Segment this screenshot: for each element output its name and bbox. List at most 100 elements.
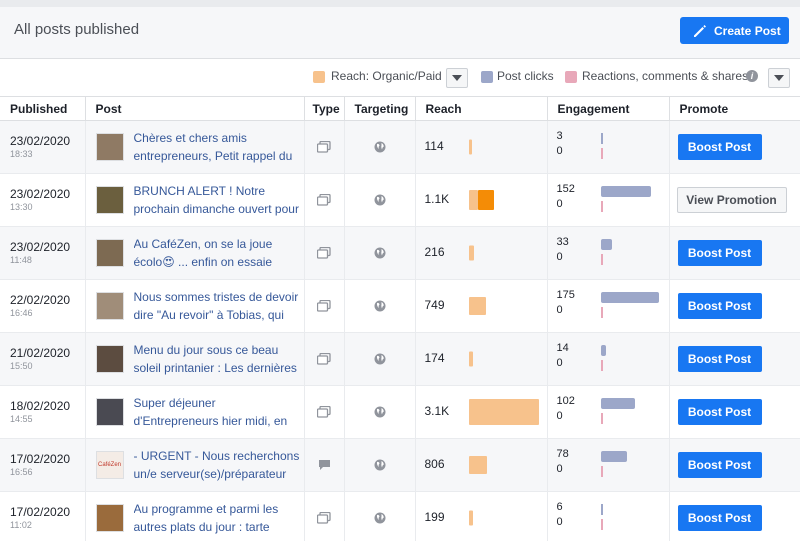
targeting-cell	[344, 332, 416, 386]
reach-cell: 199	[415, 491, 548, 541]
pencil-icon	[694, 24, 706, 37]
reactions-value: 0	[556, 304, 563, 316]
globe-icon	[374, 194, 385, 206]
reactions-bar	[600, 307, 603, 318]
reach-organic-bar	[468, 510, 473, 526]
targeting-cell	[344, 385, 416, 439]
post-link[interactable]: Menu du jour sous ce beau soleil printan…	[133, 343, 297, 375]
post-thumbnail[interactable]	[95, 292, 124, 320]
type-cell	[304, 279, 345, 333]
info-icon[interactable]: i	[746, 70, 758, 82]
reach-organic-bar	[468, 190, 478, 210]
post-link[interactable]: BRUNCH ALERT ! Notre prochain dimanche o…	[133, 184, 299, 216]
targeting-cell	[344, 491, 416, 541]
column-header-post[interactable]: Post	[85, 96, 305, 121]
reactions-value: 0	[556, 357, 563, 369]
post-cell: BRUNCH ALERT ! Notre prochain dimanche o…	[85, 173, 305, 227]
post-clicks-value: 102	[556, 395, 575, 407]
view-promotion-button[interactable]: View Promotion	[676, 187, 787, 213]
engagement-cell: 102 0	[547, 385, 670, 439]
reactions-value: 0	[556, 145, 563, 157]
reach-organic-bar	[468, 139, 472, 155]
post-thumbnail[interactable]	[95, 398, 124, 426]
reactions-value: 0	[556, 251, 563, 263]
published-cell: 23/02/2020 13:30	[0, 173, 86, 227]
post-clicks-value: 33	[556, 236, 569, 248]
post-thumbnail[interactable]	[95, 239, 124, 267]
post-clicks-bar	[600, 133, 603, 144]
table-row: 18/02/2020 14:55 Super déjeuner d'Entrepre…	[0, 385, 800, 439]
legend-clicks-swatch	[481, 71, 493, 83]
post-clicks-value: 152	[556, 183, 575, 195]
type-cell	[304, 173, 345, 227]
boost-post-button[interactable]: Boost Post	[677, 505, 762, 531]
reactions-value: 0	[556, 463, 563, 475]
post-link[interactable]: Super déjeuner d'Entrepreneurs hier midi…	[133, 396, 288, 428]
column-header-targeting[interactable]: Targeting	[344, 96, 416, 121]
photo-post-icon	[317, 512, 331, 524]
post-thumbnail[interactable]	[95, 133, 124, 161]
page-title: All posts published	[14, 21, 140, 38]
post-link[interactable]: Chères et chers amis entrepreneurs, Peti…	[133, 131, 293, 163]
table-row: 22/02/2020 16:46 Nous sommes tristes de de…	[0, 279, 800, 333]
thumb-logo-text: CaféZen	[97, 462, 121, 468]
create-post-button[interactable]: Create Post	[680, 17, 789, 44]
post-link[interactable]: Au CaféZen, on se la joue écolo😍 ... enf…	[133, 237, 273, 269]
post-clicks-value: 6	[556, 501, 563, 513]
post-clicks-bar	[600, 186, 651, 197]
post-link[interactable]: Nous sommes tristes de devoir dire "Au r…	[133, 290, 299, 322]
boost-post-button[interactable]: Boost Post	[677, 346, 762, 372]
boost-post-button[interactable]: Boost Post	[677, 293, 762, 319]
reach-value: 174	[424, 351, 445, 365]
post-link[interactable]: - URGENT - Nous recherchons un/e serveur…	[133, 449, 300, 481]
published-time: 11:02	[10, 520, 32, 530]
globe-icon	[374, 247, 385, 259]
reach-cell: 806	[415, 438, 548, 492]
boost-post-button[interactable]: Boost Post	[677, 452, 762, 478]
published-date: 23/02/2020	[10, 187, 71, 201]
published-date: 23/02/2020	[10, 134, 71, 148]
reactions-bar	[600, 466, 603, 477]
chevron-down-icon	[774, 75, 784, 81]
reach-dropdown-button[interactable]	[446, 68, 468, 88]
column-header-promote[interactable]: Promote	[669, 96, 800, 121]
post-thumbnail[interactable]	[95, 504, 124, 532]
reach-organic-bar	[468, 351, 473, 367]
published-time: 11:48	[10, 255, 32, 265]
published-date: 17/02/2020	[10, 452, 71, 466]
reach-cell: 174	[415, 332, 548, 386]
post-clicks-bar	[600, 292, 659, 303]
type-cell	[304, 385, 345, 439]
boost-post-button[interactable]: Boost Post	[677, 240, 762, 266]
column-header-published[interactable]: Published	[0, 96, 86, 121]
promote-cell: Boost Post	[669, 279, 800, 333]
reactions-value: 0	[556, 516, 563, 528]
post-link[interactable]: Au programme et parmi les autres plats d…	[133, 502, 279, 534]
table-row: 23/02/2020 13:30 BRUNCH ALERT ! Notre proc…	[0, 173, 800, 227]
column-header-type[interactable]: Type	[304, 96, 345, 121]
posts-header: All posts published Create Post	[0, 7, 800, 59]
post-thumbnail[interactable]: CaféZen	[95, 451, 124, 479]
legend-bar: Reach: Organic/Paid Post clicks Reaction…	[0, 60, 800, 96]
column-header-reach[interactable]: Reach	[415, 96, 548, 121]
create-post-label: Create Post	[714, 23, 781, 38]
post-clicks-value: 175	[556, 289, 575, 301]
published-time: 16:56	[10, 467, 33, 477]
post-cell: Super déjeuner d'Entrepreneurs hier midi…	[85, 385, 305, 439]
globe-icon	[374, 300, 385, 312]
photo-post-icon	[317, 141, 331, 153]
boost-post-button[interactable]: Boost Post	[677, 134, 762, 160]
post-cell: Menu du jour sous ce beau soleil printan…	[85, 332, 305, 386]
engagement-dropdown-button[interactable]	[768, 68, 790, 88]
reach-value: 216	[424, 245, 445, 259]
post-thumbnail[interactable]	[95, 345, 124, 373]
type-cell	[304, 491, 345, 541]
engagement-cell: 14 0	[547, 332, 670, 386]
column-header-engagement[interactable]: Engagement	[547, 96, 670, 121]
boost-post-button[interactable]: Boost Post	[677, 399, 762, 425]
post-thumbnail[interactable]	[95, 186, 124, 214]
post-clicks-bar	[600, 398, 635, 409]
promote-cell: Boost Post	[669, 438, 800, 492]
reactions-bar	[600, 413, 603, 424]
